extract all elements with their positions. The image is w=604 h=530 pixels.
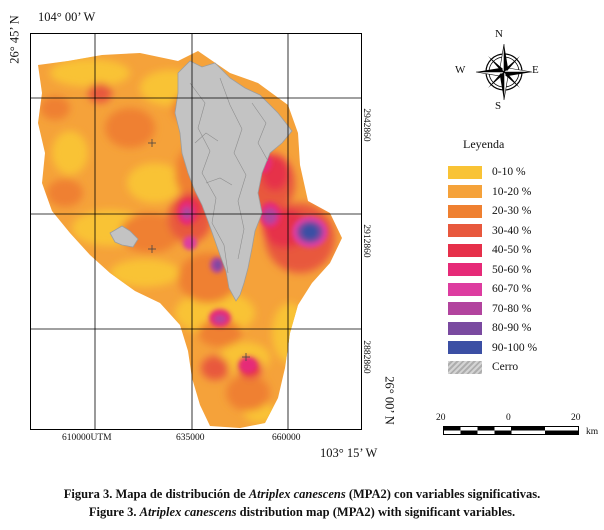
legend-label: 80-90 % <box>492 322 532 334</box>
legend-label: 30-40 % <box>492 224 532 237</box>
legend-item: 50-60 % <box>448 263 531 277</box>
legend-swatch <box>448 282 482 296</box>
caption-en-suffix: distribution map (MPA2) with significant… <box>236 505 516 519</box>
caption-en-prefix: Figure 3. <box>88 505 140 519</box>
legend-item: 20-30 % <box>448 204 531 218</box>
easting-label-3: 660000 <box>272 433 301 443</box>
northing-label-3: 2882860 <box>361 340 371 374</box>
compass-west-label: W <box>455 64 466 76</box>
legend-label: 20-30 % <box>492 205 532 217</box>
scale-label-right: 20 <box>571 413 581 423</box>
legend-item: 10-20 % <box>448 185 531 199</box>
caption-english: Figure 3. Atriplex canescens distributio… <box>0 505 604 520</box>
legend-label: 60-70 % <box>492 283 532 295</box>
cerro-small-outcrop <box>109 225 139 248</box>
cerro-relief-shading <box>189 77 269 274</box>
legend-label: 40-50 % <box>492 244 532 256</box>
compass-north-label: N <box>495 28 503 40</box>
legend-title: Leyenda <box>463 137 505 151</box>
easting-label-1: 610000UTM <box>62 433 112 443</box>
scale-label-left: 20 <box>436 413 446 423</box>
northing-label-1: 2942860 <box>361 108 371 142</box>
legend-label: Cerro <box>492 361 519 373</box>
legend-item: Cerro <box>448 360 518 374</box>
right-latitude-label: 26° 00’ N <box>382 376 397 425</box>
legend-item: 40-50 % <box>448 243 531 257</box>
top-longitude-label: 104° 00’ W <box>38 10 96 24</box>
legend-item: 0-10 % <box>448 165 526 179</box>
caption-en-species: Atriplex canescens <box>139 505 237 519</box>
legend-label: 90-100 % <box>492 341 538 354</box>
legend-item: 70-80 % <box>448 302 531 316</box>
legend-swatch <box>448 204 482 218</box>
sample-point-markers <box>148 139 250 361</box>
caption-spanish: Figura 3. Mapa de distribución de Atripl… <box>0 487 604 502</box>
legend-swatch <box>448 243 482 257</box>
caption-es-species: Atriplex canescens <box>248 487 346 501</box>
legend-item: 90-100 % <box>448 341 537 355</box>
legend-swatch <box>448 185 482 198</box>
legend-swatch <box>448 360 482 374</box>
legend-swatch <box>448 165 482 179</box>
compass-south-label: S <box>495 100 502 112</box>
legend-label: 10-20 % <box>492 185 532 198</box>
map-frame <box>30 33 362 430</box>
distribution-map <box>30 33 362 430</box>
legend-swatch <box>448 224 482 237</box>
legend-swatch <box>448 302 482 315</box>
cerro-mountain-range <box>174 60 293 302</box>
compass-rose-icon <box>475 43 533 101</box>
caption-es-suffix: (MPA2) con variables significativas. <box>345 487 541 501</box>
caption-es-prefix: Figura 3. Mapa de distribución de <box>63 487 249 501</box>
compass-east-label: E <box>532 64 539 76</box>
legend-label: 70-80 % <box>492 302 532 315</box>
legend-label: 0-10 % <box>492 166 526 178</box>
legend-item: 80-90 % <box>448 321 531 335</box>
scale-bar <box>443 426 579 435</box>
scale-label-center: 0 <box>506 413 511 423</box>
utm-grid <box>30 33 362 430</box>
easting-label-2: 635000 <box>176 433 205 443</box>
legend-item: 60-70 % <box>448 282 531 296</box>
legend-swatch <box>448 321 482 335</box>
scale-unit-label: km <box>586 427 599 437</box>
legend-label: 50-60 % <box>492 263 532 276</box>
legend-swatch <box>448 263 482 276</box>
left-latitude-label: 26° 45’ N <box>7 15 22 64</box>
legend-swatch <box>448 341 482 354</box>
northing-label-2: 2912860 <box>361 224 371 258</box>
bottom-longitude-label: 103° 15’ W <box>320 446 378 460</box>
legend-item: 30-40 % <box>448 224 531 238</box>
